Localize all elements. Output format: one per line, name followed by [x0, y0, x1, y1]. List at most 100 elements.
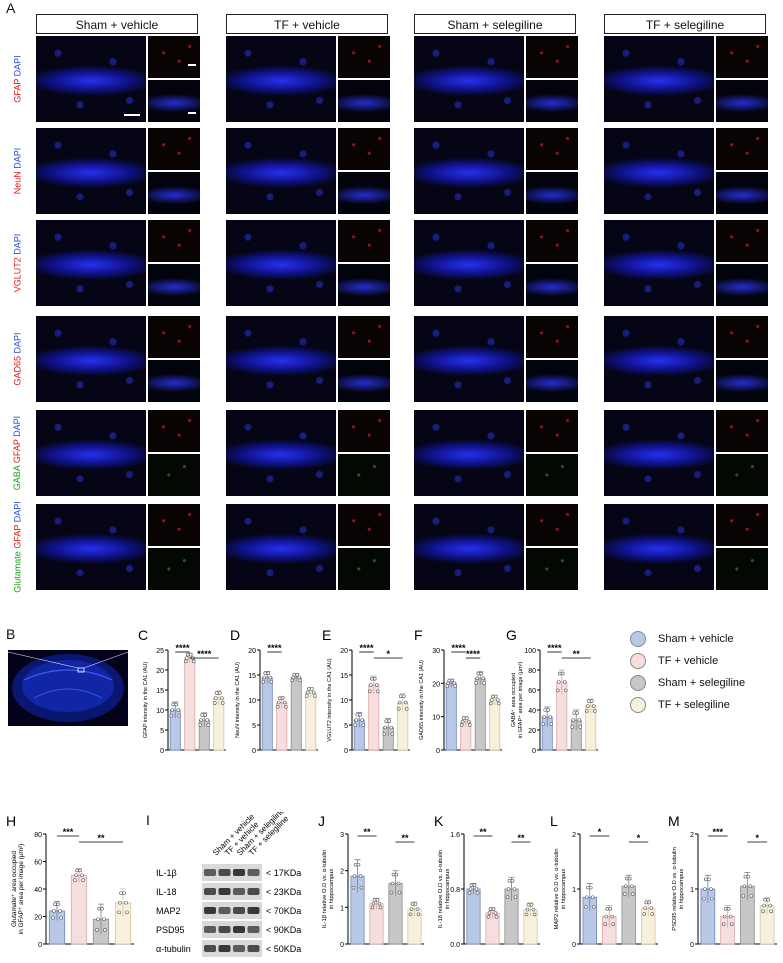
y-tick-label: 20 [528, 728, 536, 735]
legend-entry: Sham + vehicle [630, 628, 780, 650]
significance-label: ** [517, 833, 525, 843]
micrograph-marker-channel [148, 316, 200, 358]
data-point [469, 883, 474, 887]
data-point [185, 652, 190, 657]
data-point [590, 895, 595, 900]
data-point [266, 671, 271, 676]
data-point [710, 896, 714, 901]
y-axis-label: Glutamate⁺ area occupiedin GFAP⁺ area pe… [11, 844, 25, 935]
data-point [571, 718, 576, 722]
data-point [761, 909, 765, 914]
micrograph-marker-channel [148, 410, 200, 452]
y-tick-label: 10 [248, 698, 256, 705]
data-point [556, 680, 561, 684]
micrograph-second-channel [148, 360, 200, 402]
panel-label-b: B [6, 626, 16, 642]
y-tick-label: 10 [340, 698, 348, 705]
data-point [183, 659, 188, 664]
micrograph-marker-channel [716, 220, 768, 262]
micrograph-second-channel [526, 360, 578, 402]
data-point [390, 732, 395, 736]
data-point [96, 917, 100, 922]
data-point [605, 907, 610, 911]
y-axis-label: NeuN intensity in the CA1 (AU) [235, 662, 241, 738]
y-tick-label: 0 [532, 748, 536, 755]
data-point [205, 718, 210, 722]
data-point [352, 874, 357, 878]
micrograph-marker-channel [716, 128, 768, 170]
column-header-tf-selegiline: TF + selegiline [604, 14, 766, 34]
y-tick-label: 0.8 [450, 887, 460, 894]
micrograph-marker-channel [526, 316, 578, 358]
data-point [389, 890, 394, 895]
data-point [541, 722, 546, 726]
data-point [261, 679, 266, 684]
blot-band-size: < 50KDa [266, 944, 301, 954]
y-tick-label: 15 [156, 688, 164, 695]
data-point [624, 876, 629, 881]
column-header-sham-vehicle: Sham + vehicle [36, 14, 198, 34]
data-point [474, 681, 479, 685]
y-tick-label: 1.6 [450, 832, 460, 839]
blot-band [204, 926, 216, 933]
chart-m-psd95: M 0 1 2 PSD95 relative O.D vs. α-tubulinin h… [668, 813, 777, 949]
y-tick-label: 1 [572, 887, 576, 894]
micrograph-second-channel [338, 264, 390, 306]
data-point [629, 884, 634, 889]
data-point [188, 652, 193, 657]
data-point [721, 922, 726, 926]
data-point [169, 713, 174, 718]
micrograph-marker-channel [716, 36, 768, 78]
data-point [275, 704, 280, 709]
row-label-glutamate: Glutamate GFAP DAPI [4, 501, 31, 592]
micrograph-merged [36, 410, 146, 496]
data-point [491, 907, 496, 912]
data-point [312, 694, 317, 698]
data-point [583, 905, 588, 909]
row-label-vglut2: VGLUT2 DAPI [4, 220, 31, 306]
data-point [589, 699, 594, 703]
y-tick-label: 2 [340, 869, 344, 876]
micrograph-second-channel [526, 548, 578, 590]
row-label-gfap: GFAP DAPI [4, 36, 31, 122]
data-point [729, 922, 734, 926]
data-point [200, 713, 205, 717]
micrograph-merged [414, 504, 524, 590]
y-axis-label: MAP2 relative O.D vs. α-tubulinin hippoc… [554, 849, 567, 930]
data-point [649, 906, 654, 911]
data-point [584, 709, 589, 713]
panel-label-l: L [550, 813, 558, 829]
micrograph-marker-channel [526, 410, 578, 452]
micrograph-marker-channel [716, 316, 768, 358]
data-point [305, 690, 310, 695]
data-point [213, 696, 218, 700]
data-point [118, 900, 122, 905]
legend-entry: TF + selegiline [630, 694, 780, 716]
micrograph-second-channel [148, 80, 200, 122]
micrograph-merged [604, 128, 714, 214]
row-marker-label: VGLUT2 [12, 254, 23, 293]
blot-band [218, 945, 231, 952]
micrograph-merged [414, 220, 524, 306]
data-point [459, 723, 464, 727]
micrograph-second-channel [526, 80, 578, 122]
data-point [397, 890, 402, 895]
y-axis-label: GABA⁺ area occupiedin GFAP⁺ area per ima… [510, 661, 524, 738]
data-point [486, 915, 491, 919]
significance-label: * [386, 649, 390, 659]
data-point [627, 876, 632, 881]
data-point [398, 694, 403, 698]
data-point [368, 683, 373, 687]
data-point [642, 912, 647, 916]
data-point [726, 907, 731, 911]
y-tick-label: 20 [156, 668, 164, 675]
data-point [97, 906, 101, 911]
micrograph-merged [414, 410, 524, 496]
data-point [199, 718, 204, 722]
data-point [389, 725, 394, 730]
row-label-gaba: GABA GFAP DAPI [4, 410, 31, 496]
data-point [529, 903, 534, 907]
micrograph-merged [226, 504, 336, 590]
micrograph-merged [414, 36, 524, 122]
